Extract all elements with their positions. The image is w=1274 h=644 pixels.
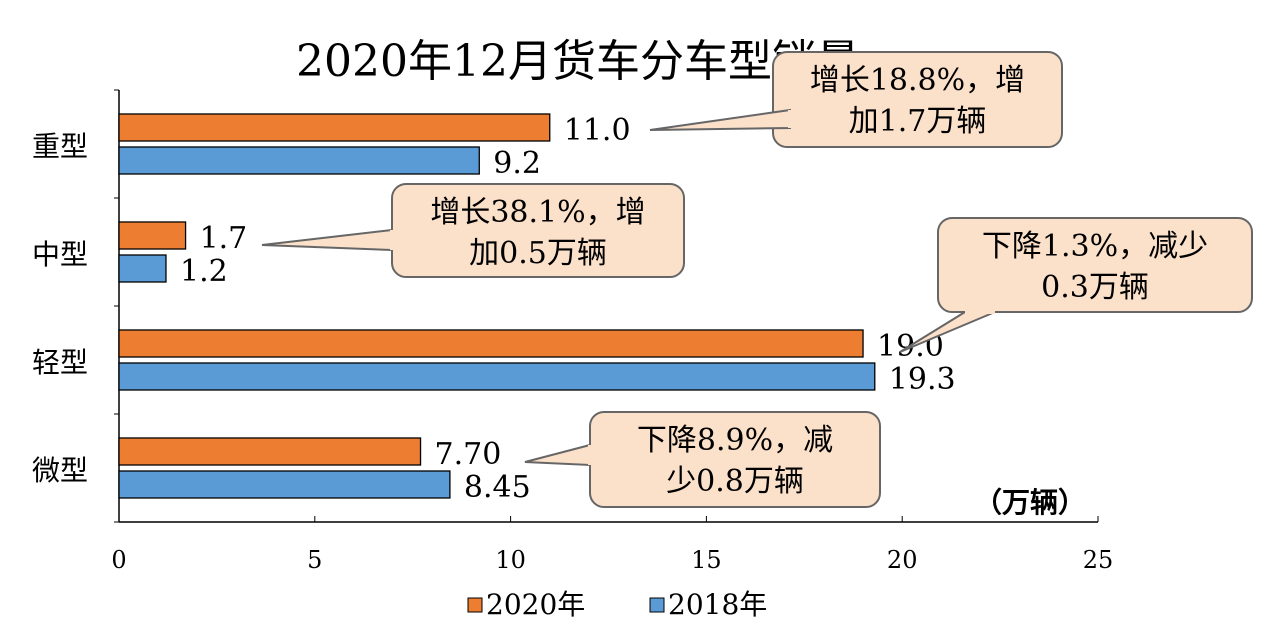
legend-swatch (467, 597, 483, 613)
x-tick-label: 10 (495, 546, 526, 574)
callout-text: 下降8.9%，减 (637, 423, 833, 458)
category-label: 重型 (32, 130, 88, 163)
data-label: 8.45 (464, 470, 531, 505)
category-label: 中型 (32, 238, 88, 271)
bar-2020 (118, 329, 864, 358)
bar-2018 (118, 470, 451, 499)
bar-2018 (118, 254, 167, 283)
legend-label: 2018年 (668, 588, 767, 621)
callout-text: 增长18.8%，增 (810, 63, 1025, 98)
bar-2018 (118, 362, 876, 391)
data-label: 9.2 (493, 146, 541, 181)
callout-text: 加0.5万辆 (469, 236, 607, 271)
x-tick-label: 5 (307, 546, 322, 574)
data-label: 1.2 (180, 254, 228, 289)
chart-title: 2020年12月货车分车型销量 (296, 36, 860, 87)
callout-pointer (649, 108, 791, 131)
category-label: 微型 (32, 454, 88, 487)
callout-text: 下降1.3%，减少 (982, 229, 1208, 264)
callout-pointer (524, 443, 591, 467)
callout-text: 0.3万辆 (1041, 270, 1149, 305)
unit-label: （万辆） (974, 486, 1086, 519)
data-label: 19.3 (889, 362, 956, 397)
data-label: 7.70 (435, 437, 502, 472)
callout-text: 少0.8万辆 (666, 464, 804, 499)
category-label: 轻型 (32, 346, 88, 379)
legend-label: 2020年 (486, 588, 585, 621)
data-label: 1.7 (200, 221, 248, 256)
x-tick-label: 15 (691, 546, 722, 574)
legend-swatch (649, 597, 665, 613)
x-tick-label: 20 (887, 546, 918, 574)
bar-2020 (118, 113, 551, 142)
data-label: 11.0 (564, 113, 631, 148)
callout-text: 加1.7万辆 (849, 104, 987, 139)
bar-2020 (118, 221, 187, 250)
bar-2018 (118, 146, 480, 175)
x-tick-label: 0 (111, 546, 126, 574)
callout-text: 增长38.1%，增 (430, 195, 645, 230)
callout-box (772, 51, 1063, 148)
bar-2020 (118, 437, 422, 466)
callout-box (937, 217, 1253, 313)
x-tick-label: 25 (1083, 546, 1114, 574)
callout-pointer (261, 228, 393, 252)
